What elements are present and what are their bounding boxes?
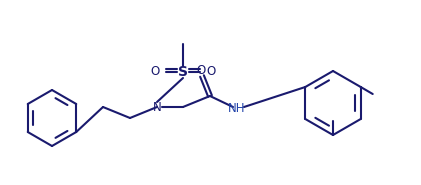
Text: O: O <box>206 65 216 78</box>
Text: O: O <box>150 65 160 78</box>
Text: O: O <box>196 63 205 77</box>
Text: S: S <box>178 65 188 79</box>
Text: NH: NH <box>228 102 246 115</box>
Text: N: N <box>153 100 161 114</box>
